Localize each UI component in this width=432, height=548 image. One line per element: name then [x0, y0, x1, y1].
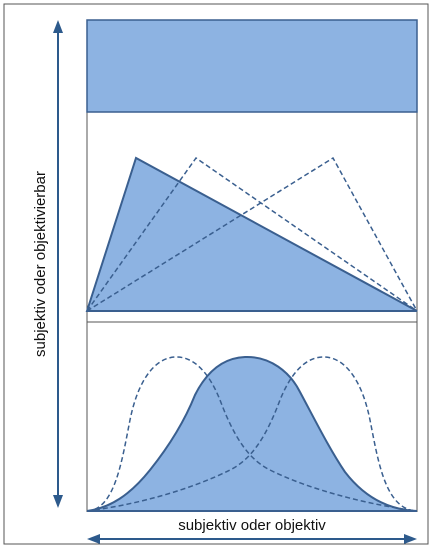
bell-dashed-right	[86, 356, 418, 512]
y-axis-arrowhead-top	[53, 20, 63, 33]
x-axis-arrowhead-left	[87, 534, 100, 544]
y-axis-arrowhead-bottom	[53, 495, 63, 508]
x-axis-label: subjektiv oder objektiv	[178, 517, 326, 534]
bell-dashed-left	[86, 356, 418, 512]
triangle-dashed-middle	[86, 156, 418, 312]
triangle-dashed-right	[86, 156, 418, 312]
crisp-rectangle	[86, 19, 418, 113]
triangle-filled	[85, 156, 418, 312]
bell-filled	[86, 355, 418, 512]
x-axis-arrowhead-right	[404, 534, 417, 544]
outer-frame	[3, 3, 429, 545]
y-axis-label: subjektiv oder objektivierbar	[32, 171, 49, 357]
